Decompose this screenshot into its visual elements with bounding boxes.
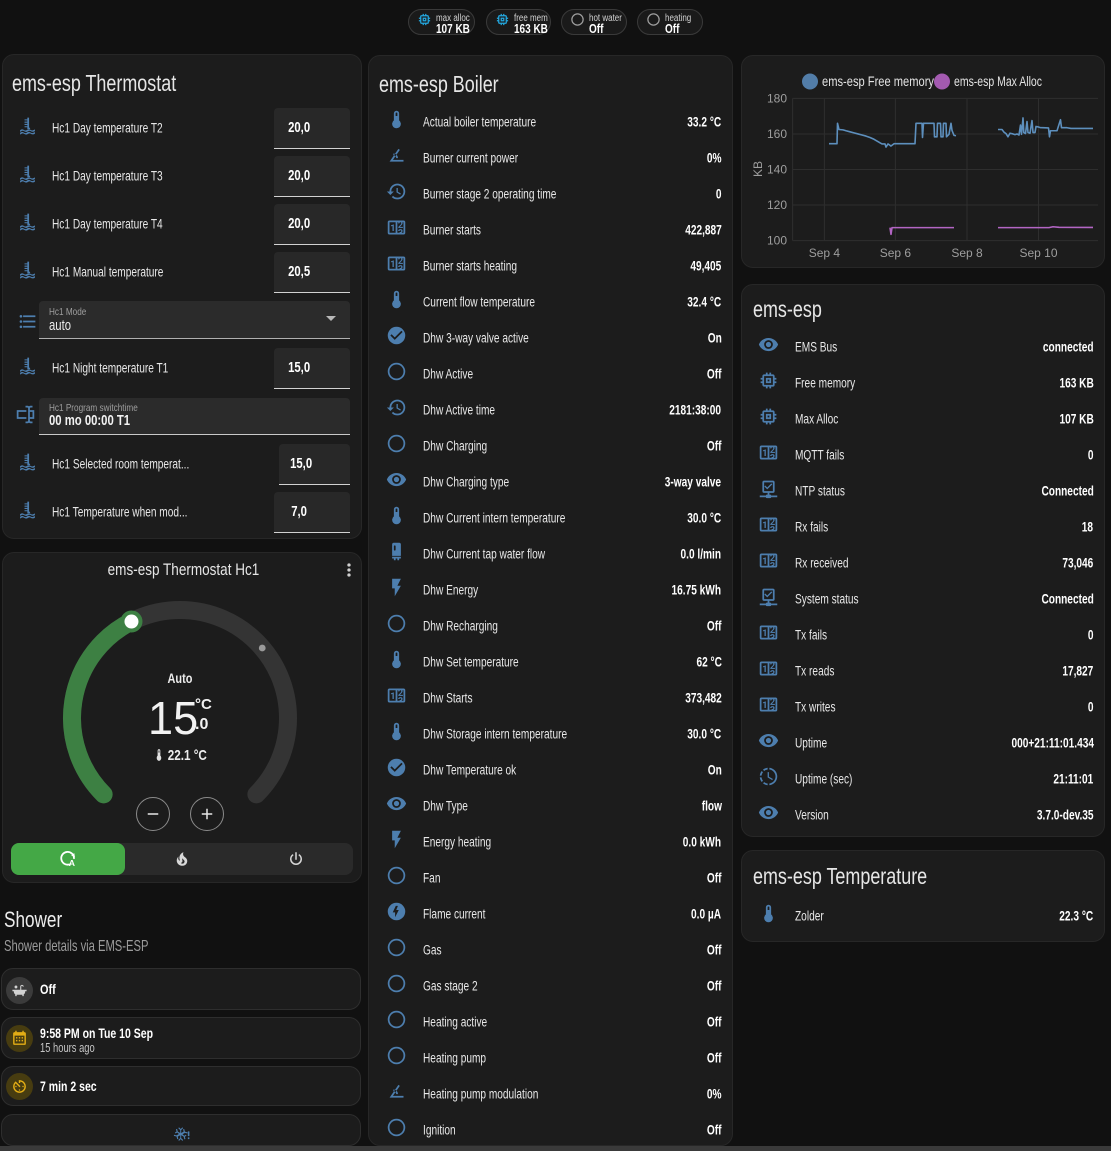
svg-text:ems-esp Free memory: ems-esp Free memory	[822, 74, 934, 89]
svg-text:Sep 6: Sep 6	[880, 246, 912, 260]
svg-text:160: 160	[767, 127, 787, 141]
svg-text:140: 140	[767, 163, 787, 177]
svg-text:A: A	[69, 858, 75, 868]
svg-text:ems-esp Max Alloc: ems-esp Max Alloc	[954, 74, 1042, 89]
svg-text:120: 120	[767, 198, 787, 212]
svg-text:Sep 8: Sep 8	[951, 246, 983, 260]
svg-text:180: 180	[767, 91, 787, 105]
svg-text:KB: KB	[751, 161, 765, 177]
svg-text:100: 100	[767, 234, 787, 248]
svg-text:Sep 4: Sep 4	[809, 246, 841, 260]
svg-text:Sep 10: Sep 10	[1019, 246, 1057, 260]
